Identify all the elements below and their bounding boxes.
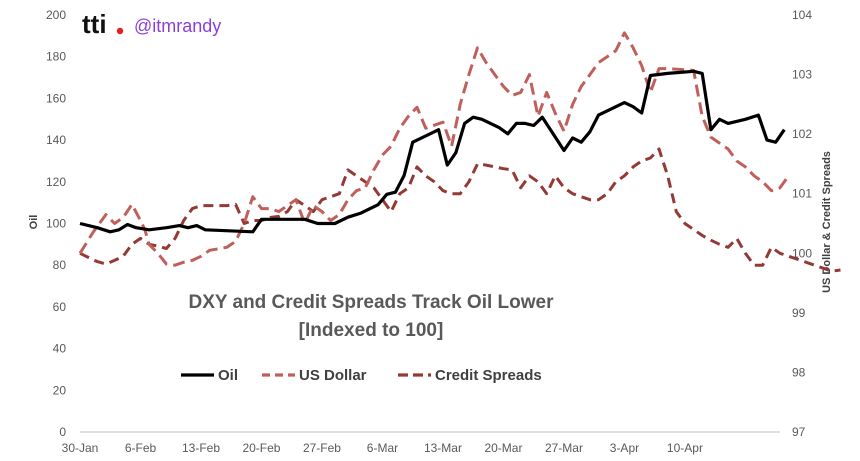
chart-title-line-1: DXY and Credit Spreads Track Oil Lower [189,292,555,313]
y-right-tick-label: 99 [792,306,806,320]
y-left-tick-label: 40 [53,342,67,356]
x-tick-label: 6-Mar [367,441,398,455]
series-line-credit-spreads [79,147,841,273]
chart-title-line-2: [Indexed to 100] [299,320,444,341]
y-left-tick-label: 100 [46,217,66,231]
legend: Oil US Dollar Credit Spreads [181,367,542,384]
x-ticks: 30-Jan 6-Feb 13-Feb 20-Feb 27-Feb 6-Mar 13-Mar… [62,441,703,455]
y-left-tick-label: 140 [46,133,66,147]
series-line-oil [79,69,786,234]
brand-logo-dot [116,27,124,35]
y-left-tick-label: 60 [53,300,67,314]
y-left-tick-label: 160 [46,91,66,105]
y-left-tick-label: 80 [53,258,67,272]
x-tick-label: 20-Feb [242,441,280,455]
y-right-tick-label: 101 [792,187,812,201]
y-right-tick-label: 104 [792,8,812,22]
x-tick-label: 20-Mar [484,441,522,455]
x-tick-label: 13-Mar [424,441,462,455]
legend-label-oil: Oil [218,367,238,384]
x-tick-label: 6-Feb [125,441,157,455]
brand: tti @itmrandy [82,9,221,39]
y-right-tick-label: 100 [792,246,812,260]
y-left-tick-label: 120 [46,175,66,189]
y-axis-left-label: Oil [28,215,40,230]
brand-logo: tti [82,9,107,39]
x-tick-label: 13-Feb [182,441,220,455]
y-left-ticks: 0 20 40 60 80 100 120 140 160 180 200 [46,8,66,439]
y-right-tick-label: 98 [792,365,806,379]
legend-label-us-dollar: US Dollar [299,367,367,384]
x-tick-label: 27-Feb [303,441,341,455]
y-right-tick-label: 103 [792,68,812,82]
x-tick-label: 30-Jan [62,441,99,455]
y-left-tick-label: 20 [53,383,67,397]
y-left-tick-label: 0 [59,425,66,439]
x-tick-label: 27-Mar [545,441,583,455]
legend-label-credit-spreads: Credit Spreads [435,367,542,384]
y-left-tick-label: 180 [46,50,66,64]
y-left-tick-label: 200 [46,8,66,22]
x-tick-label: 10-Apr [667,441,703,455]
y-right-tick-label: 102 [792,127,812,141]
brand-handle: @itmrandy [134,16,221,36]
y-right-tick-label: 97 [792,425,806,439]
series-layer [78,31,841,273]
y-axis-right-label: US Dollar & Credit Spreads [821,151,833,293]
series-line-us-dollar [78,31,790,267]
x-tick-label: 3-Apr [610,441,639,455]
y-right-ticks: 97 98 99 100 101 102 103 104 [792,8,812,439]
